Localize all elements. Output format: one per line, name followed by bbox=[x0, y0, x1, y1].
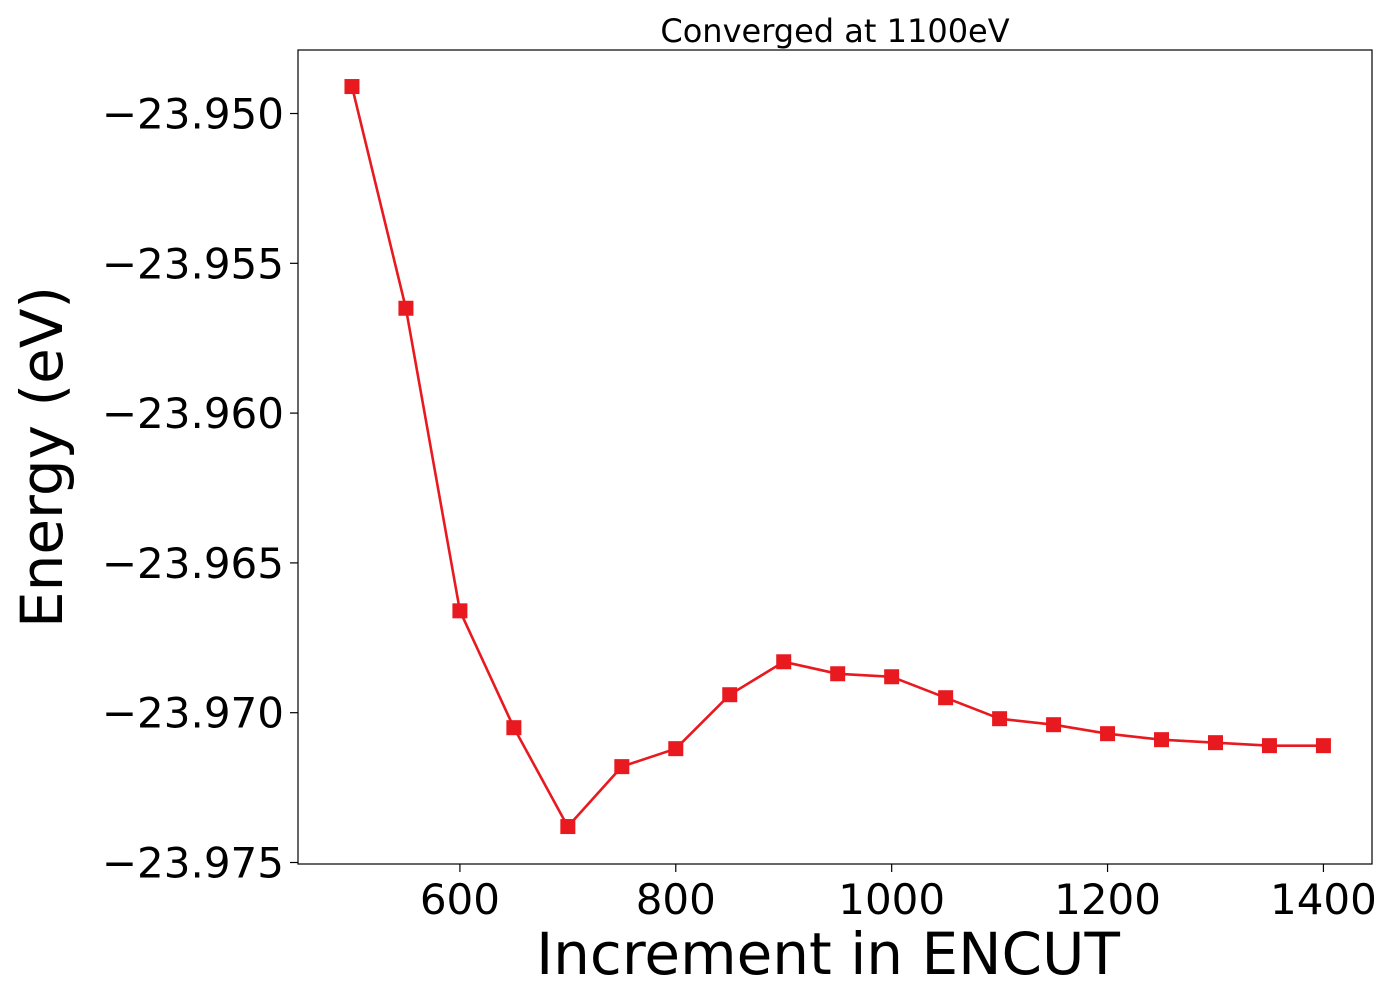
data-point bbox=[668, 741, 684, 757]
data-point bbox=[776, 654, 792, 670]
y-tick-label: −23.955 bbox=[102, 239, 284, 288]
data-point bbox=[1207, 735, 1223, 751]
y-tick-label: −23.950 bbox=[102, 90, 284, 139]
data-point bbox=[992, 711, 1008, 727]
data-point bbox=[830, 666, 846, 682]
y-tick-label: −23.965 bbox=[102, 539, 284, 588]
x-tick-label: 1000 bbox=[838, 875, 945, 924]
data-point bbox=[1261, 738, 1277, 754]
x-tick-label: 1400 bbox=[1270, 875, 1377, 924]
y-axis-label: Energy (eV) bbox=[8, 286, 76, 628]
x-axis-label: Increment in ENCUT bbox=[536, 920, 1120, 988]
x-tick-label: 1200 bbox=[1054, 875, 1161, 924]
data-point bbox=[1100, 726, 1116, 742]
y-tick-label: −23.960 bbox=[102, 389, 284, 438]
plot-frame bbox=[297, 49, 1373, 865]
data-point bbox=[506, 720, 522, 736]
x-tick-label: 600 bbox=[420, 875, 500, 924]
data-point bbox=[1154, 732, 1170, 748]
data-point bbox=[560, 819, 576, 835]
x-tick-label: 800 bbox=[636, 875, 716, 924]
data-point bbox=[722, 687, 738, 703]
data-point bbox=[884, 669, 900, 685]
data-point bbox=[452, 603, 468, 619]
data-point bbox=[398, 300, 414, 316]
data-point bbox=[1046, 717, 1062, 733]
data-point bbox=[938, 690, 954, 706]
y-tick-label: −23.970 bbox=[102, 689, 284, 738]
series-line bbox=[350, 86, 1324, 828]
chart-title: Converged at 1100eV bbox=[660, 12, 1009, 50]
plot-area: 600 800 1000 1200 1400 −23.950 −23.955 −23.960 −… bbox=[102, 49, 1377, 924]
data-point bbox=[344, 79, 360, 95]
data-point bbox=[614, 759, 630, 775]
y-tick-label: −23.975 bbox=[102, 839, 284, 888]
data-point bbox=[1315, 738, 1331, 754]
